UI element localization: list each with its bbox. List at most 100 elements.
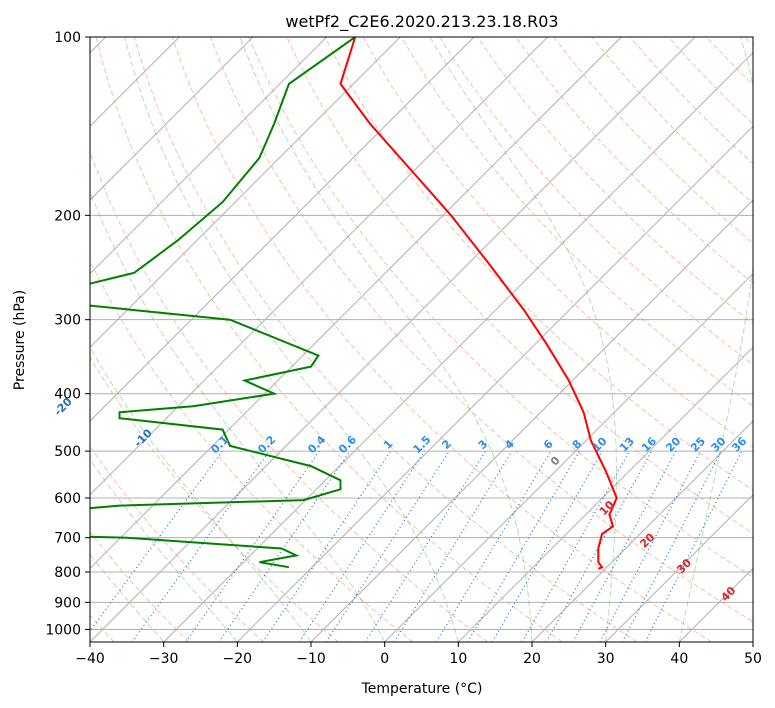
dry-adiabat-line — [95, 37, 563, 642]
dry-adiabat-line — [591, 37, 753, 204]
mixing-ratio-line — [572, 450, 677, 642]
dry-adiabat-line — [210, 37, 753, 623]
dry-adiabat-line — [438, 37, 753, 366]
mixing-ratio-label: 0.6 — [336, 433, 359, 456]
x-tick-label: 10 — [449, 651, 467, 667]
profile-traces — [90, 37, 618, 570]
mixing-ratio-label: 8 — [570, 437, 585, 452]
moist-adiabat-line — [90, 346, 312, 642]
mixing-ratio-line — [90, 450, 223, 632]
moist-adiabat-label: 40 — [718, 584, 738, 604]
dewpoint-trace — [90, 37, 356, 569]
isotherm-line — [531, 420, 753, 642]
isotherm-line — [90, 37, 401, 349]
moist-adiabat-line — [90, 190, 386, 642]
dry-adiabat-line — [90, 531, 190, 642]
y-tick-label: 400 — [54, 387, 81, 403]
chart-title: wetPf2_C2E6.2020.213.23.18.R03 — [285, 12, 558, 32]
dry-adiabat-line — [248, 37, 753, 578]
x-tick-label: −30 — [149, 651, 179, 667]
mixing-ratio-line — [466, 450, 580, 642]
dry-adiabat-line — [744, 37, 753, 47]
isotherm-line — [90, 37, 549, 496]
dry-adiabat-line — [362, 37, 753, 449]
y-axis-label: Pressure (hPa) — [12, 290, 28, 390]
mixing-ratio-label: 6 — [541, 437, 556, 452]
dry-adiabat-line — [706, 37, 753, 86]
isotherm-line — [90, 37, 622, 570]
moist-adiabat-line — [90, 553, 165, 642]
x-tick-label: 50 — [744, 651, 762, 667]
dry-adiabat-line — [133, 37, 638, 642]
dry-adiabat-line — [668, 37, 753, 125]
y-tick-label: 500 — [54, 444, 81, 460]
x-tick-label: −20 — [223, 651, 253, 667]
y-tick-label: 100 — [54, 30, 81, 46]
y-tick-label: 300 — [54, 313, 81, 329]
y-tick-label: 900 — [54, 595, 81, 611]
mixing-ratio-line — [491, 450, 603, 642]
line-labels: 0.10.20.40.611.52346810131620253036-100-… — [52, 395, 750, 604]
mixing-ratio-label: 1.5 — [410, 433, 433, 456]
mixing-ratio-line — [644, 450, 743, 642]
dry-adiabat-line — [90, 150, 488, 642]
moist-adiabat-line — [90, 458, 238, 642]
dry-adiabat-line — [324, 37, 753, 491]
y-tick-label: 800 — [54, 565, 81, 581]
x-tick-label: 30 — [597, 651, 615, 667]
moist-adiabat-line — [678, 37, 753, 642]
mixing-ratio-label: 2 — [439, 437, 454, 452]
dry-adiabat-line — [90, 259, 414, 642]
moist-adiabat-line — [239, 37, 533, 642]
x-axis-label: Temperature (°C) — [361, 681, 483, 697]
dry-adiabat-line — [400, 37, 753, 407]
dry-adiabat-line — [515, 37, 753, 284]
dry-adiabat-label: -10 — [132, 426, 155, 449]
y-tick-label: 700 — [54, 531, 81, 547]
y-tick-label: 1000 — [45, 622, 81, 638]
isotherm-line — [384, 272, 753, 642]
isotherm-line — [90, 37, 475, 422]
isotherm-line — [236, 125, 753, 642]
moist-adiabat-line — [429, 37, 617, 642]
isotherm-line — [605, 493, 753, 642]
x-tick-label: 0 — [380, 651, 389, 667]
moist-adiabat-line — [124, 37, 459, 642]
mixing-ratio-line — [393, 450, 513, 642]
reference-lines — [90, 37, 753, 642]
dry-adiabat-line — [90, 356, 339, 642]
isotherm-line — [752, 641, 753, 642]
axes: −40 −30 −20 −10 0 10 20 30 40 5010020030040050060… — [45, 30, 762, 667]
mixing-ratio-line — [325, 450, 450, 642]
isotherm-line — [457, 346, 753, 642]
dry-adiabat-line — [90, 445, 264, 642]
mixing-ratio-line — [262, 450, 392, 642]
mixing-ratio-line — [521, 450, 631, 642]
isotherm-line — [90, 37, 328, 275]
plot-frame — [89, 36, 754, 643]
mixing-ratio-label: 3 — [476, 437, 491, 452]
mixing-ratio-label: 0.1 — [208, 433, 231, 456]
x-tick-label: 20 — [523, 651, 541, 667]
mixing-ratio-line — [545, 450, 653, 642]
isotherm-line — [90, 37, 696, 642]
mixing-ratio-label: 25 — [688, 435, 708, 455]
mixing-ratio-label: 1 — [381, 437, 396, 452]
x-tick-label: 40 — [670, 651, 688, 667]
x-tick-label: −40 — [75, 651, 105, 667]
mixing-ratio-line — [298, 450, 425, 642]
mixing-ratio-label: 4 — [502, 437, 517, 452]
dry-adiabat-line — [171, 37, 712, 642]
mixing-ratio-line — [218, 450, 351, 642]
isotherm-line — [678, 567, 753, 642]
mixing-ratio-line — [621, 450, 722, 642]
mixing-ratio-line — [364, 450, 486, 642]
temperature-trace — [339, 37, 618, 570]
x-tick-label: −10 — [296, 651, 326, 667]
y-tick-label: 200 — [54, 208, 81, 224]
mixing-ratio-label: 0.4 — [305, 433, 328, 456]
isotherm-line — [163, 51, 753, 642]
isotherm-line — [90, 37, 254, 201]
y-tick-label: 600 — [54, 491, 81, 507]
